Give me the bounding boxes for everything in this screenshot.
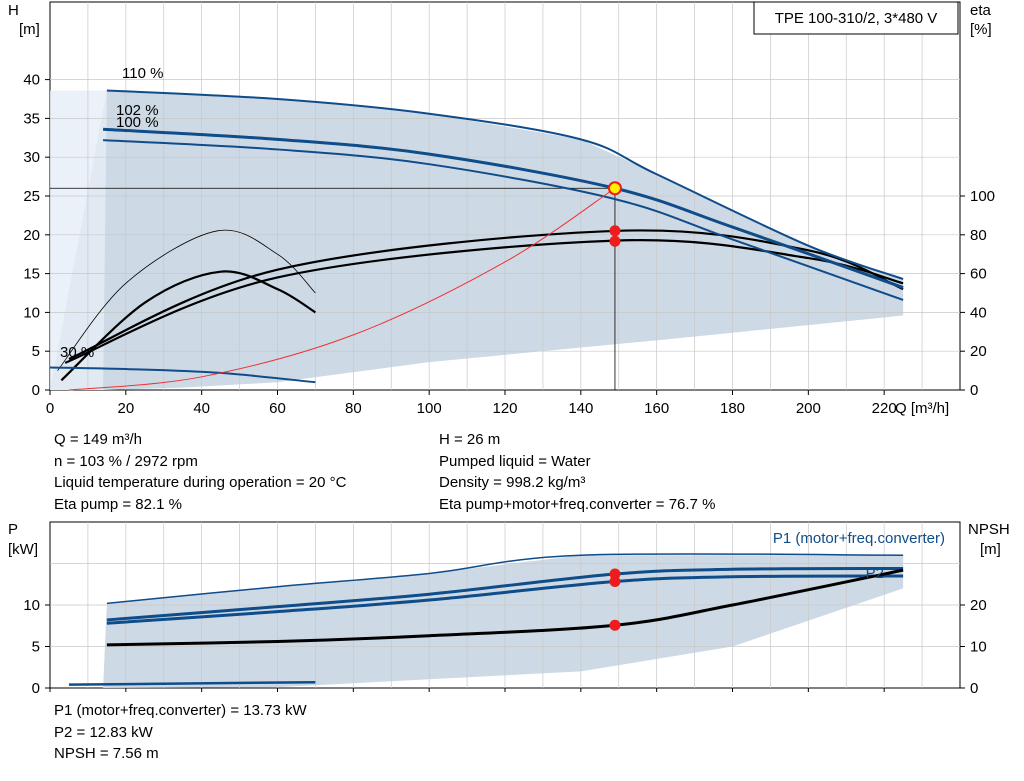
label-speed-30: 30 % (60, 344, 94, 361)
info-speed: n = 103 % / 2972 rpm (54, 452, 198, 470)
low-flow-zone (50, 90, 107, 391)
y-tick-label-right: 10 (970, 639, 987, 656)
info-bottom: P1 (motor+freq.converter) = 13.73 kW P2 … (54, 700, 307, 765)
eta-curve (68, 229, 904, 360)
y-tick-label-right: 60 (970, 266, 987, 283)
legend-p2: P2 (866, 565, 884, 582)
ylabel-head: H (8, 2, 19, 19)
eta-curve (57, 229, 316, 371)
xlabel: Q [m³/h] (895, 400, 949, 417)
op-point-eta-total (609, 235, 621, 247)
ylabel-npsh: NPSH (968, 521, 1010, 538)
info-p2: P2 = 12.83 kW (54, 723, 153, 741)
eta-curve (60, 270, 317, 382)
x-tick-label: 60 (269, 400, 286, 417)
power-envelope (103, 555, 904, 688)
x-tick-label: 200 (796, 400, 821, 417)
x-tick-label: 80 (345, 400, 362, 417)
model-label: TPE 100-310/2, 3*480 V (775, 10, 938, 27)
y-tick-label-right: 0 (970, 680, 978, 697)
power-min-curve (68, 680, 316, 686)
power-max-curve (106, 553, 904, 605)
y-tick-label-right: 100 (970, 188, 995, 205)
info-eta-pump: Eta pump = 82.1 % (54, 495, 182, 513)
x-tick-label: 140 (568, 400, 593, 417)
y-tick-label-left: 15 (23, 266, 40, 283)
label-speed-100: 100 % (116, 114, 159, 131)
info-p1: P1 (motor+freq.converter) = 13.73 kW (54, 702, 307, 719)
npsh-curve (106, 568, 904, 647)
y-tick-label-left: 30 (23, 149, 40, 166)
info-mid-right: H = 26 m Pumped liquid = Water Density =… (439, 429, 715, 515)
x-tick-label: 180 (720, 400, 745, 417)
y-tick-label-left: 40 (23, 72, 40, 89)
info-flow: Q = 149 m³/h (54, 431, 142, 448)
y-tick-label-left: 25 (23, 188, 40, 205)
label-speed-102: 102 % (116, 102, 159, 119)
head-curve-100 (103, 139, 904, 301)
info-head: H = 26 m (439, 431, 501, 448)
ylabel-npsh-unit: [m] (980, 541, 1001, 558)
y-tick-label-left: 0 (32, 680, 40, 697)
x-tick-label: 20 (117, 400, 134, 417)
ylabel-head-unit: [m] (19, 21, 40, 38)
legend-p1: P1 (motor+freq.converter) (773, 530, 945, 547)
info-density: Density = 998.2 kg/m³ (439, 474, 586, 491)
x-tick-label: 40 (193, 400, 210, 417)
op-point-eta-pump (609, 225, 621, 237)
model-label-box (753, 1, 959, 35)
info-mid-left: Q = 149 m³/h n = 103 % / 2972 rpm Liquid… (54, 429, 346, 515)
x-tick-label: 220 (872, 400, 897, 417)
y-tick-label-left: 0 (32, 382, 40, 399)
y-tick-label-left: 5 (32, 639, 40, 656)
y-tick-label-right: 40 (970, 304, 987, 321)
info-temperature: Liquid temperature during operation = 20… (54, 474, 347, 491)
head-curve-110 (106, 89, 904, 280)
ylabel-eta: eta (970, 2, 992, 19)
y-tick-label-left: 5 (32, 343, 40, 360)
ylabel-power: P (8, 521, 18, 538)
head-curve-30 (49, 366, 316, 384)
op-point-head (607, 181, 622, 196)
y-tick-label-left: 35 (23, 110, 40, 127)
eta-curve (64, 239, 904, 364)
info-npsh: NPSH = 7.56 m (54, 745, 159, 762)
x-tick-label: 0 (46, 400, 54, 417)
y-tick-label-right: 20 (970, 597, 987, 614)
x-tick-label: 100 (417, 400, 442, 417)
y-tick-label-left: 10 (23, 597, 40, 614)
op-point-npsh (609, 619, 621, 631)
y-tick-label-left: 20 (23, 227, 40, 244)
ylabel-power-unit: [kW] (8, 541, 38, 558)
system-curve (68, 187, 616, 391)
y-tick-label-right: 80 (970, 227, 987, 244)
y-tick-label-right: 0 (970, 382, 978, 399)
p1-curve (106, 566, 904, 622)
x-tick-label: 160 (644, 400, 669, 417)
p2-curve (106, 574, 904, 625)
x-tick-label: 120 (492, 400, 517, 417)
y-tick-label-right: 20 (970, 343, 987, 360)
ylabel-eta-unit: [%] (970, 21, 992, 38)
label-speed-110: 110 % (122, 65, 163, 82)
head-curve-102 (102, 127, 904, 289)
y-tick-label-left: 10 (23, 304, 40, 321)
op-point-p2 (609, 576, 621, 588)
info-eta-total: Eta pump+motor+freq.converter = 76.7 % (439, 495, 716, 513)
info-liquid: Pumped liquid = Water (439, 452, 591, 470)
